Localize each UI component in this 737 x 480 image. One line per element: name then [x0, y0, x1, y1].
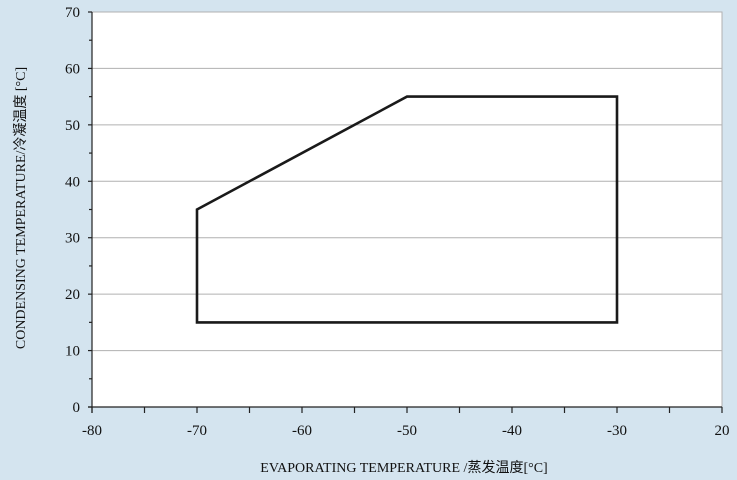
x-tick-label: -40 — [502, 423, 522, 439]
series-envelope-line — [195, 95, 619, 324]
x-tick-label: -70 — [187, 423, 207, 439]
series-layer — [195, 95, 619, 324]
y-tick-label: 0 — [73, 400, 81, 416]
plot-area — [91, 11, 723, 408]
x-tick-label: -60 — [292, 423, 312, 439]
y-tick-label: 10 — [65, 344, 80, 360]
x-tick-label: -80 — [82, 423, 102, 439]
y-axis-title: CONDENSING TEMPERATURE/冷凝温度 [°C] — [13, 67, 29, 349]
y-tick-label: 60 — [65, 61, 80, 77]
x-tick-label: -50 — [397, 423, 417, 439]
x-axis-title: EVAPORATING TEMPERATURE /蒸发温度[°C] — [260, 460, 547, 476]
y-tick-label: 70 — [65, 5, 80, 21]
y-tick-label: 30 — [65, 231, 80, 247]
y-tick-label: 40 — [65, 174, 80, 190]
y-tick-labels: 0 10 20 30 40 50 60 70 — [65, 5, 80, 416]
y-tick-label: 50 — [65, 118, 80, 134]
x-tick-labels: -80 -70 -60 -50 -40 -30 20 — [82, 423, 730, 439]
axes — [88, 11, 723, 413]
y-tick-label: 20 — [65, 287, 80, 303]
x-tick-label: -30 — [607, 423, 627, 439]
x-tick-label: 20 — [715, 423, 730, 439]
